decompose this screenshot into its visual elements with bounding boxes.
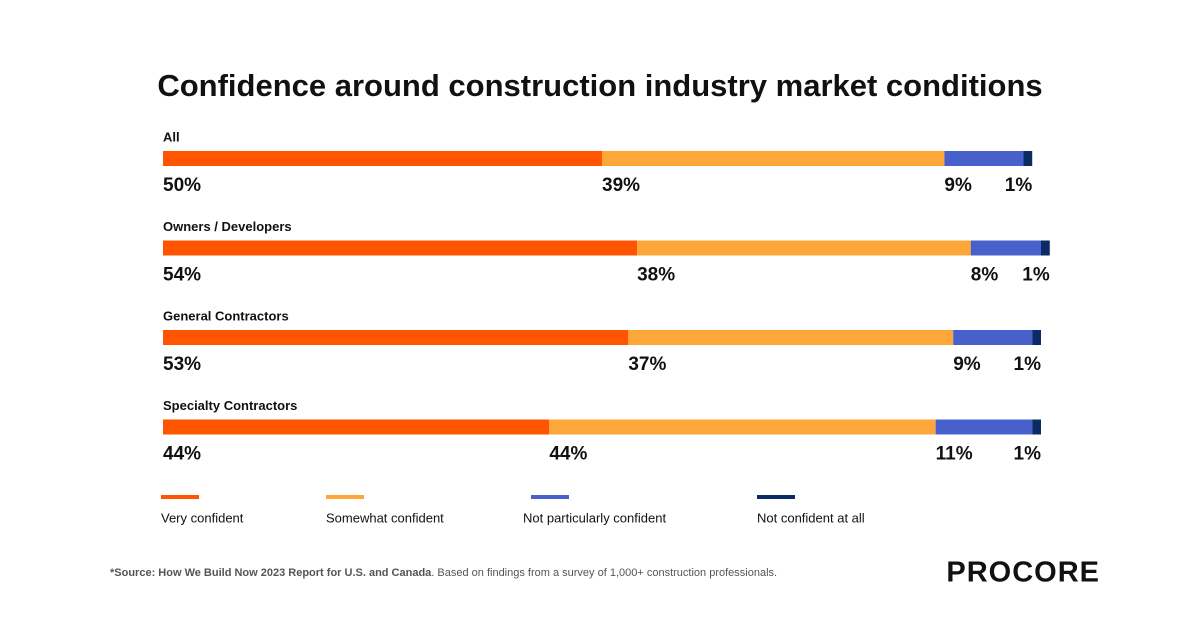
bar-segment [1041,240,1050,256]
bar-segment [1023,151,1033,166]
row-label: General Contractors [163,308,289,323]
row-label: All [163,129,180,144]
logo: PROCORE [946,557,1100,589]
chart-title: Confidence around construction industry … [157,68,1042,103]
value-label: 53% [163,354,201,375]
bar-segment [970,240,1041,256]
bar-segment [1032,419,1041,435]
legend-swatch [326,495,364,499]
legend-label: Somewhat confident [326,510,444,525]
bar-segment [163,240,638,256]
legend-label: Very confident [161,510,244,525]
source-bold: *Source: How We Build Now 2023 Report fo… [110,567,432,579]
value-label: 8% [971,265,999,286]
bar-segment [628,330,954,345]
bar-segment [549,419,936,435]
legend-label: Not particularly confident [523,510,666,525]
bar-segment [935,419,1033,435]
row-label: Specialty Contractors [163,398,297,413]
value-label: 9% [953,354,981,375]
value-label: 1% [1022,265,1050,286]
value-label: 54% [163,265,201,286]
value-label: 50% [163,175,201,196]
source-note: *Source: How We Build Now 2023 Report fo… [110,567,777,579]
bar-segment [637,240,971,256]
legend-label: Not confident at all [757,510,865,525]
value-label: 39% [602,175,640,196]
value-label: 38% [637,265,675,286]
value-label: 37% [628,354,666,375]
bar-segment [1032,330,1041,345]
legend-swatch [531,495,569,499]
row-label: Owners / Developers [163,219,292,234]
value-label: 44% [163,444,201,465]
bar-segment [163,330,629,345]
bar-segment [953,330,1033,345]
bar-segment [944,151,1024,166]
value-label: 44% [549,444,587,465]
legend-swatch [757,495,795,499]
value-label: 1% [1014,444,1042,465]
bar-segment [163,419,550,435]
value-label: 11% [936,444,973,465]
value-label: 1% [1005,175,1033,196]
bar-segment [602,151,945,166]
legend-swatch [161,495,199,499]
value-label: 1% [1014,354,1042,375]
source-rest: . Based on findings from a survey of 1,0… [431,567,777,579]
value-label: 9% [944,175,972,196]
bar-segment [163,151,602,166]
